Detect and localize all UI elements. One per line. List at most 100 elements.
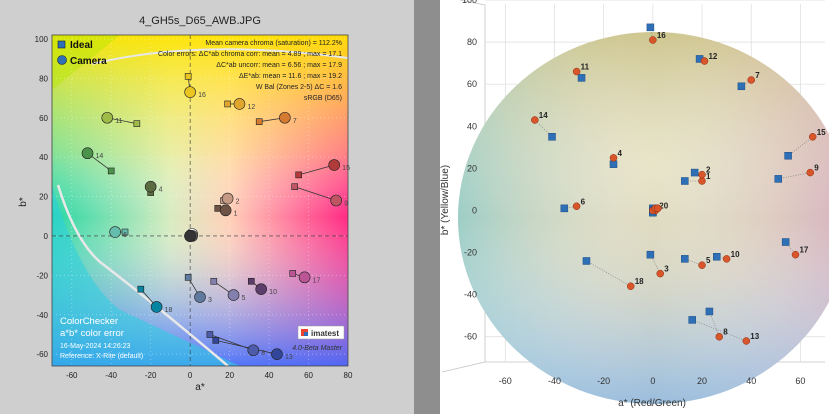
x-tick-label: -40 [105,371,117,380]
error-vector [778,172,811,180]
camera-point-label: 16 [657,31,666,40]
right-x-axis-label: a* (Red/Green) [618,398,686,409]
y-tick-label: 40 [467,121,477,131]
ideal-point-1 [681,177,689,185]
legend-camera-label: Camera [70,56,107,67]
camera-point-1 [698,177,706,185]
x-tick-label: -20 [145,371,157,380]
annotation-line5: sRGB (D65) [304,95,342,102]
ideal-point-16 [646,23,655,32]
left-chart-title: 4_GH5s_D65_AWB.JPG [139,15,261,27]
annotation-line3: ΔE*ab: mean = 11.6 ; max = 19.2 [239,73,342,80]
ideal-point-14 [107,167,115,175]
y-tick-label: 60 [39,114,48,123]
camera-point-label: 9 [814,164,819,173]
camera-point-label: 18 [635,277,644,286]
ideal-point-3 [646,250,655,259]
ideal-point-9 [774,175,783,183]
imatest-logo: imatest [297,325,345,340]
camera-point-12 [700,57,709,65]
camera-point-label: 2 [706,166,711,175]
camera-point-label: 13 [750,332,759,341]
ideal-point-2 [690,168,699,177]
camera-point-label: 6 [581,197,586,206]
y-tick-label: 20 [39,193,48,202]
y-tick-label: 80 [467,37,477,47]
y-tick-label: 20 [467,163,477,173]
x-tick-label: -60 [499,376,512,386]
camera-point-label: 11 [581,63,590,72]
camera-point-5 [698,261,706,269]
camera-point-label: 20 [659,201,668,210]
ideal-point-11 [133,120,141,127]
camera-point-label: 3 [664,265,669,274]
camera-point-label: 7 [293,118,297,125]
camera-point-9 [330,194,342,207]
camera-point-label: 5 [706,256,711,265]
error-vector [741,79,752,87]
x-tick-label: 80 [344,371,353,380]
camera-point-label: 14 [539,111,548,120]
error-vector [787,136,813,157]
ideal-point-12 [224,100,231,108]
error-vector [586,260,631,287]
camera-point-label: 4 [159,187,163,194]
ideal-point-17 [289,270,297,277]
camera-point-label: 17 [799,246,808,255]
camera-point-24 [654,204,662,213]
camera-point-label: 15 [342,165,350,172]
x-tick-label: -40 [548,376,561,386]
y-tick-label: 60 [467,79,477,89]
camera-point-label: 14 [96,153,104,160]
camera-point-label: 11 [115,118,122,125]
y-tick-label: 80 [39,74,48,83]
ideal-point-4 [609,160,618,168]
y-tick-label: 0 [472,205,477,215]
error-vector [215,339,278,355]
camera-point-7 [747,76,755,84]
annotation-line2: ΔC*ab uncorr: mean = 6.56 ; max = 17.9 [216,62,342,69]
x-tick-label: 40 [746,376,756,386]
camera-point-label: 12 [247,104,255,111]
camera-point-label: 5 [242,295,246,302]
right-3d-ab-chart: -60 -40 -20 0 20 40 60 -60 -40 -20 0 20 40 60 80 100 a*… [440,0,829,409]
camera-point-15 [808,133,817,141]
ideal-point-7 [737,82,746,91]
ideal-point-14 [548,133,556,141]
camera-point-label: 15 [817,128,826,137]
camera-point-8 [247,344,260,357]
camera-point-18 [626,282,635,290]
camera-point-8 [715,332,724,341]
camera-point-6 [572,202,581,211]
camera-point-label: 1 [234,210,238,217]
footer-date: 16-May-2024 14:26:23 [60,343,131,350]
y-tick-label: -40 [36,311,48,320]
ideal-point-6 [121,228,129,236]
panel-divider [414,0,440,414]
camera-point-18 [150,301,163,313]
left-axis-ticks: -60 -40 -20 0 20 40 60 80 -60 -40 -20 0 20 40 60 80 100 [35,35,353,380]
ideal-point-18 [582,257,591,265]
camera-point-2 [221,192,234,205]
ideal-point-15 [784,151,792,160]
error-vector [709,311,720,337]
x-tick-label: 20 [697,376,707,386]
camera-point-3 [656,269,664,278]
x-tick-label: 40 [265,371,274,380]
left-annotation-box: Mean camera chroma (saturation) = 112.2%… [158,40,342,102]
ideal-point-10 [248,277,255,285]
right-y-axis-label: b* (Yellow/Blue) [440,165,451,235]
camera-point-9 [806,168,814,177]
y-tick-label: 100 [35,35,49,44]
camera-point-label: 2 [236,199,240,206]
camera-point-3 [194,291,206,303]
ideal-point-9 [291,183,299,191]
ideal-point-15 [295,171,302,179]
camera-point-label: 8 [723,328,728,337]
ideal-point-8 [206,331,214,338]
camera-point-label: 16 [198,92,206,99]
y-tick-label: -20 [36,271,48,280]
footer-version: 4.0-Beta Master [292,345,342,352]
camera-point-label: 17 [313,277,321,284]
